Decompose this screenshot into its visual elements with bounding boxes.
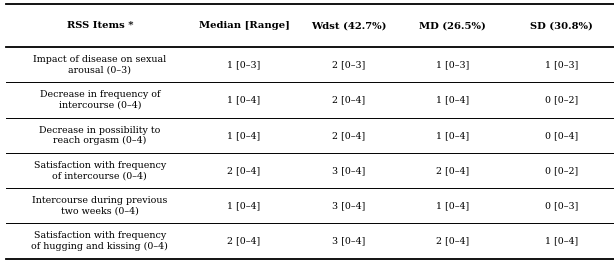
Text: Impact of disease on sexual
arousal (0–3): Impact of disease on sexual arousal (0–3… (33, 55, 166, 75)
Text: MD (26.5%): MD (26.5%) (419, 21, 486, 30)
Text: 1 [0–4]: 1 [0–4] (436, 96, 470, 105)
Text: 1 [0–4]: 1 [0–4] (545, 237, 578, 246)
Text: Intercourse during previous
two weeks (0–4): Intercourse during previous two weeks (0… (32, 196, 168, 216)
Text: 0 [0–4]: 0 [0–4] (545, 131, 578, 140)
Text: 1 [0–3]: 1 [0–3] (227, 60, 261, 69)
Text: Decrease in possibility to
reach orgasm (0–4): Decrease in possibility to reach orgasm … (39, 126, 160, 145)
Text: 0 [0–2]: 0 [0–2] (545, 96, 578, 105)
Text: 1 [0–4]: 1 [0–4] (227, 96, 261, 105)
Text: Satisfaction with frequency
of intercourse (0–4): Satisfaction with frequency of intercour… (34, 161, 166, 180)
Text: 2 [0–4]: 2 [0–4] (332, 131, 365, 140)
Text: Satisfaction with frequency
of hugging and kissing (0–4): Satisfaction with frequency of hugging a… (31, 231, 168, 251)
Text: SD (30.8%): SD (30.8%) (530, 21, 593, 30)
Text: 2 [0–4]: 2 [0–4] (227, 237, 261, 246)
Text: 2 [0–4]: 2 [0–4] (332, 96, 365, 105)
Text: 0 [0–2]: 0 [0–2] (545, 166, 578, 175)
Text: 2 [0–4]: 2 [0–4] (227, 166, 261, 175)
Text: 0 [0–3]: 0 [0–3] (545, 201, 578, 210)
Text: 2 [0–4]: 2 [0–4] (436, 237, 470, 246)
Text: 1 [0–3]: 1 [0–3] (545, 60, 578, 69)
Text: Decrease in frequency of
intercourse (0–4): Decrease in frequency of intercourse (0–… (39, 90, 160, 110)
Text: 1 [0–4]: 1 [0–4] (436, 131, 470, 140)
Text: 3 [0–4]: 3 [0–4] (332, 237, 365, 246)
Text: 1 [0–4]: 1 [0–4] (227, 201, 261, 210)
Text: 3 [0–4]: 3 [0–4] (332, 166, 365, 175)
Text: RSS Items *: RSS Items * (66, 21, 133, 30)
Text: 1 [0–3]: 1 [0–3] (436, 60, 470, 69)
Text: Median [Range]: Median [Range] (198, 21, 290, 30)
Text: 1 [0–4]: 1 [0–4] (227, 131, 261, 140)
Text: 2 [0–3]: 2 [0–3] (332, 60, 365, 69)
Text: 3 [0–4]: 3 [0–4] (332, 201, 365, 210)
Text: 2 [0–4]: 2 [0–4] (436, 166, 470, 175)
Text: 1 [0–4]: 1 [0–4] (436, 201, 470, 210)
Text: Wdst (42.7%): Wdst (42.7%) (311, 21, 386, 30)
